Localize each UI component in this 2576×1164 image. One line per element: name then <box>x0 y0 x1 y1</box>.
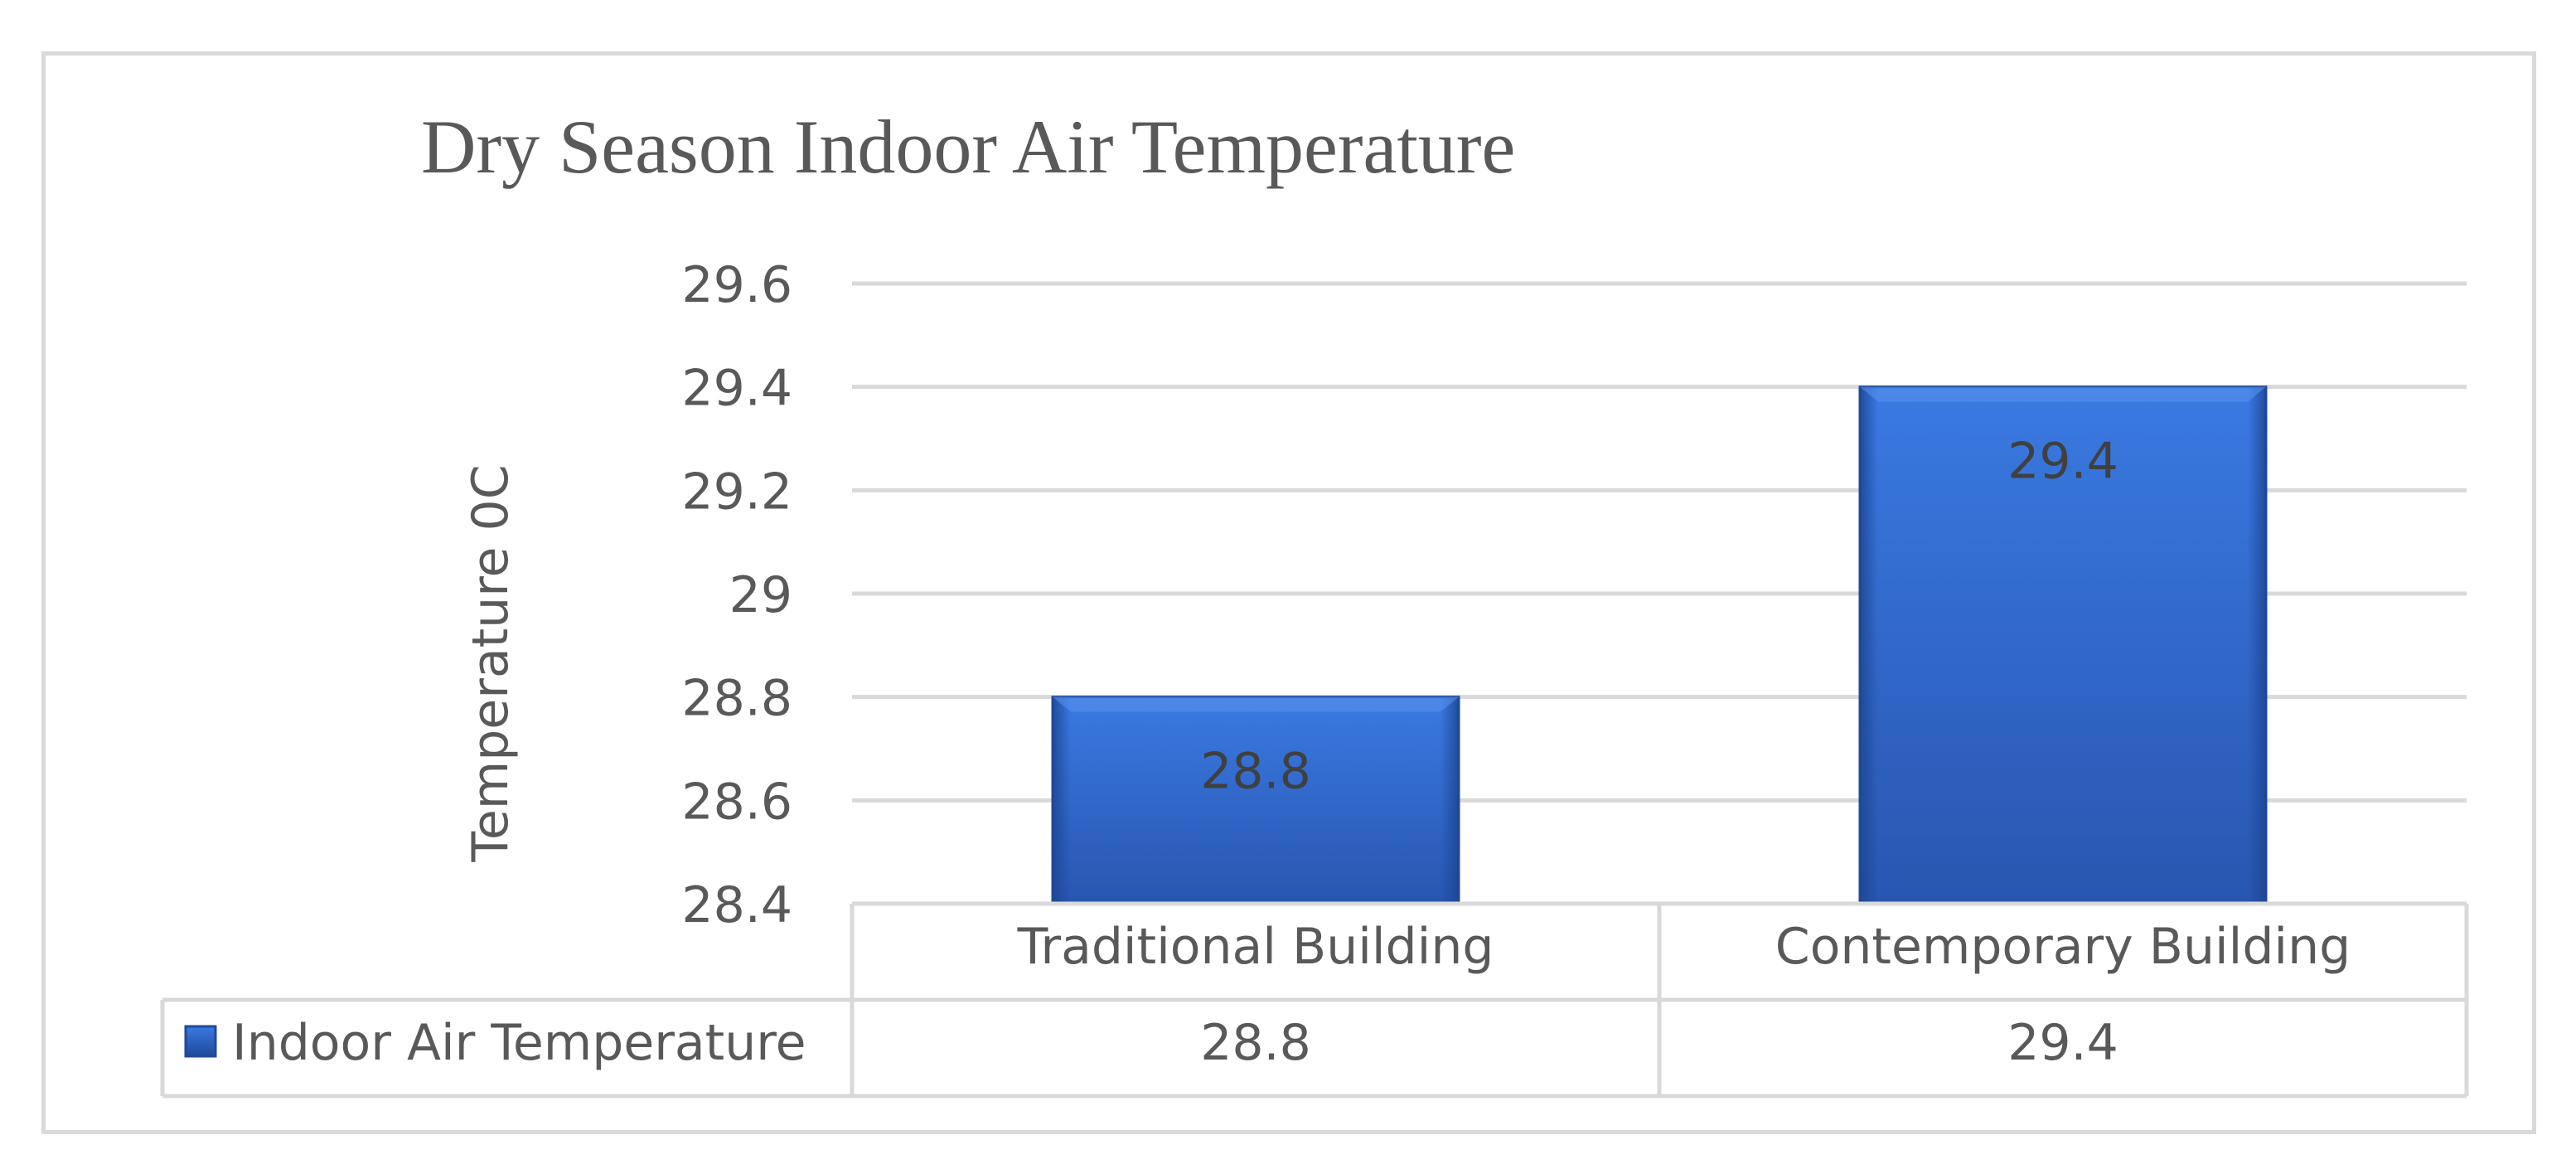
y-axis-ticks: 29.6 29.4 29.2 29 28.8 28.6 28.4 <box>681 256 792 934</box>
data-label: 29.4 <box>2007 433 2118 491</box>
chart-title: Dry Season Indoor Air Temperature <box>421 104 1515 189</box>
table-value-cell: 28.8 <box>1200 1014 1311 1072</box>
x-category-label: Contemporary Building <box>1775 918 2351 976</box>
y-tick-label: 28.6 <box>681 773 792 831</box>
y-tick-label: 28.4 <box>681 876 792 934</box>
bar-bevel-right <box>1441 696 1459 904</box>
data-table: Indoor Air Temperature Traditional Build… <box>160 901 2469 1099</box>
y-tick-label: 29.2 <box>681 463 792 521</box>
bar-bevel-left <box>1860 386 1878 905</box>
x-category-label: Traditional Building <box>1017 918 1494 976</box>
bar-2 <box>1858 386 2268 905</box>
y-tick-label: 29 <box>729 566 792 624</box>
y-tick-label: 28.8 <box>681 670 792 728</box>
table-value-cell: 29.4 <box>2007 1014 2118 1072</box>
bars <box>1051 386 2268 905</box>
legend-key: Indoor Air Temperature <box>184 1014 806 1072</box>
bar-bevel-top <box>1860 386 2266 402</box>
bar-bevel-right <box>2248 386 2266 905</box>
y-axis-label: Temperature 0C <box>462 464 520 862</box>
y-tick-label: 29.4 <box>681 360 792 418</box>
data-label: 28.8 <box>1200 743 1311 801</box>
data-labels: 28.8 29.4 <box>1200 433 2118 801</box>
legend-series-name: Indoor Air Temperature <box>232 1014 806 1072</box>
y-tick-label: 29.6 <box>681 256 792 314</box>
bar-1 <box>1051 696 1460 905</box>
legend-swatch <box>184 1025 217 1058</box>
bar-bevel-left <box>1053 696 1071 904</box>
bar-bevel-top <box>1053 696 1459 712</box>
